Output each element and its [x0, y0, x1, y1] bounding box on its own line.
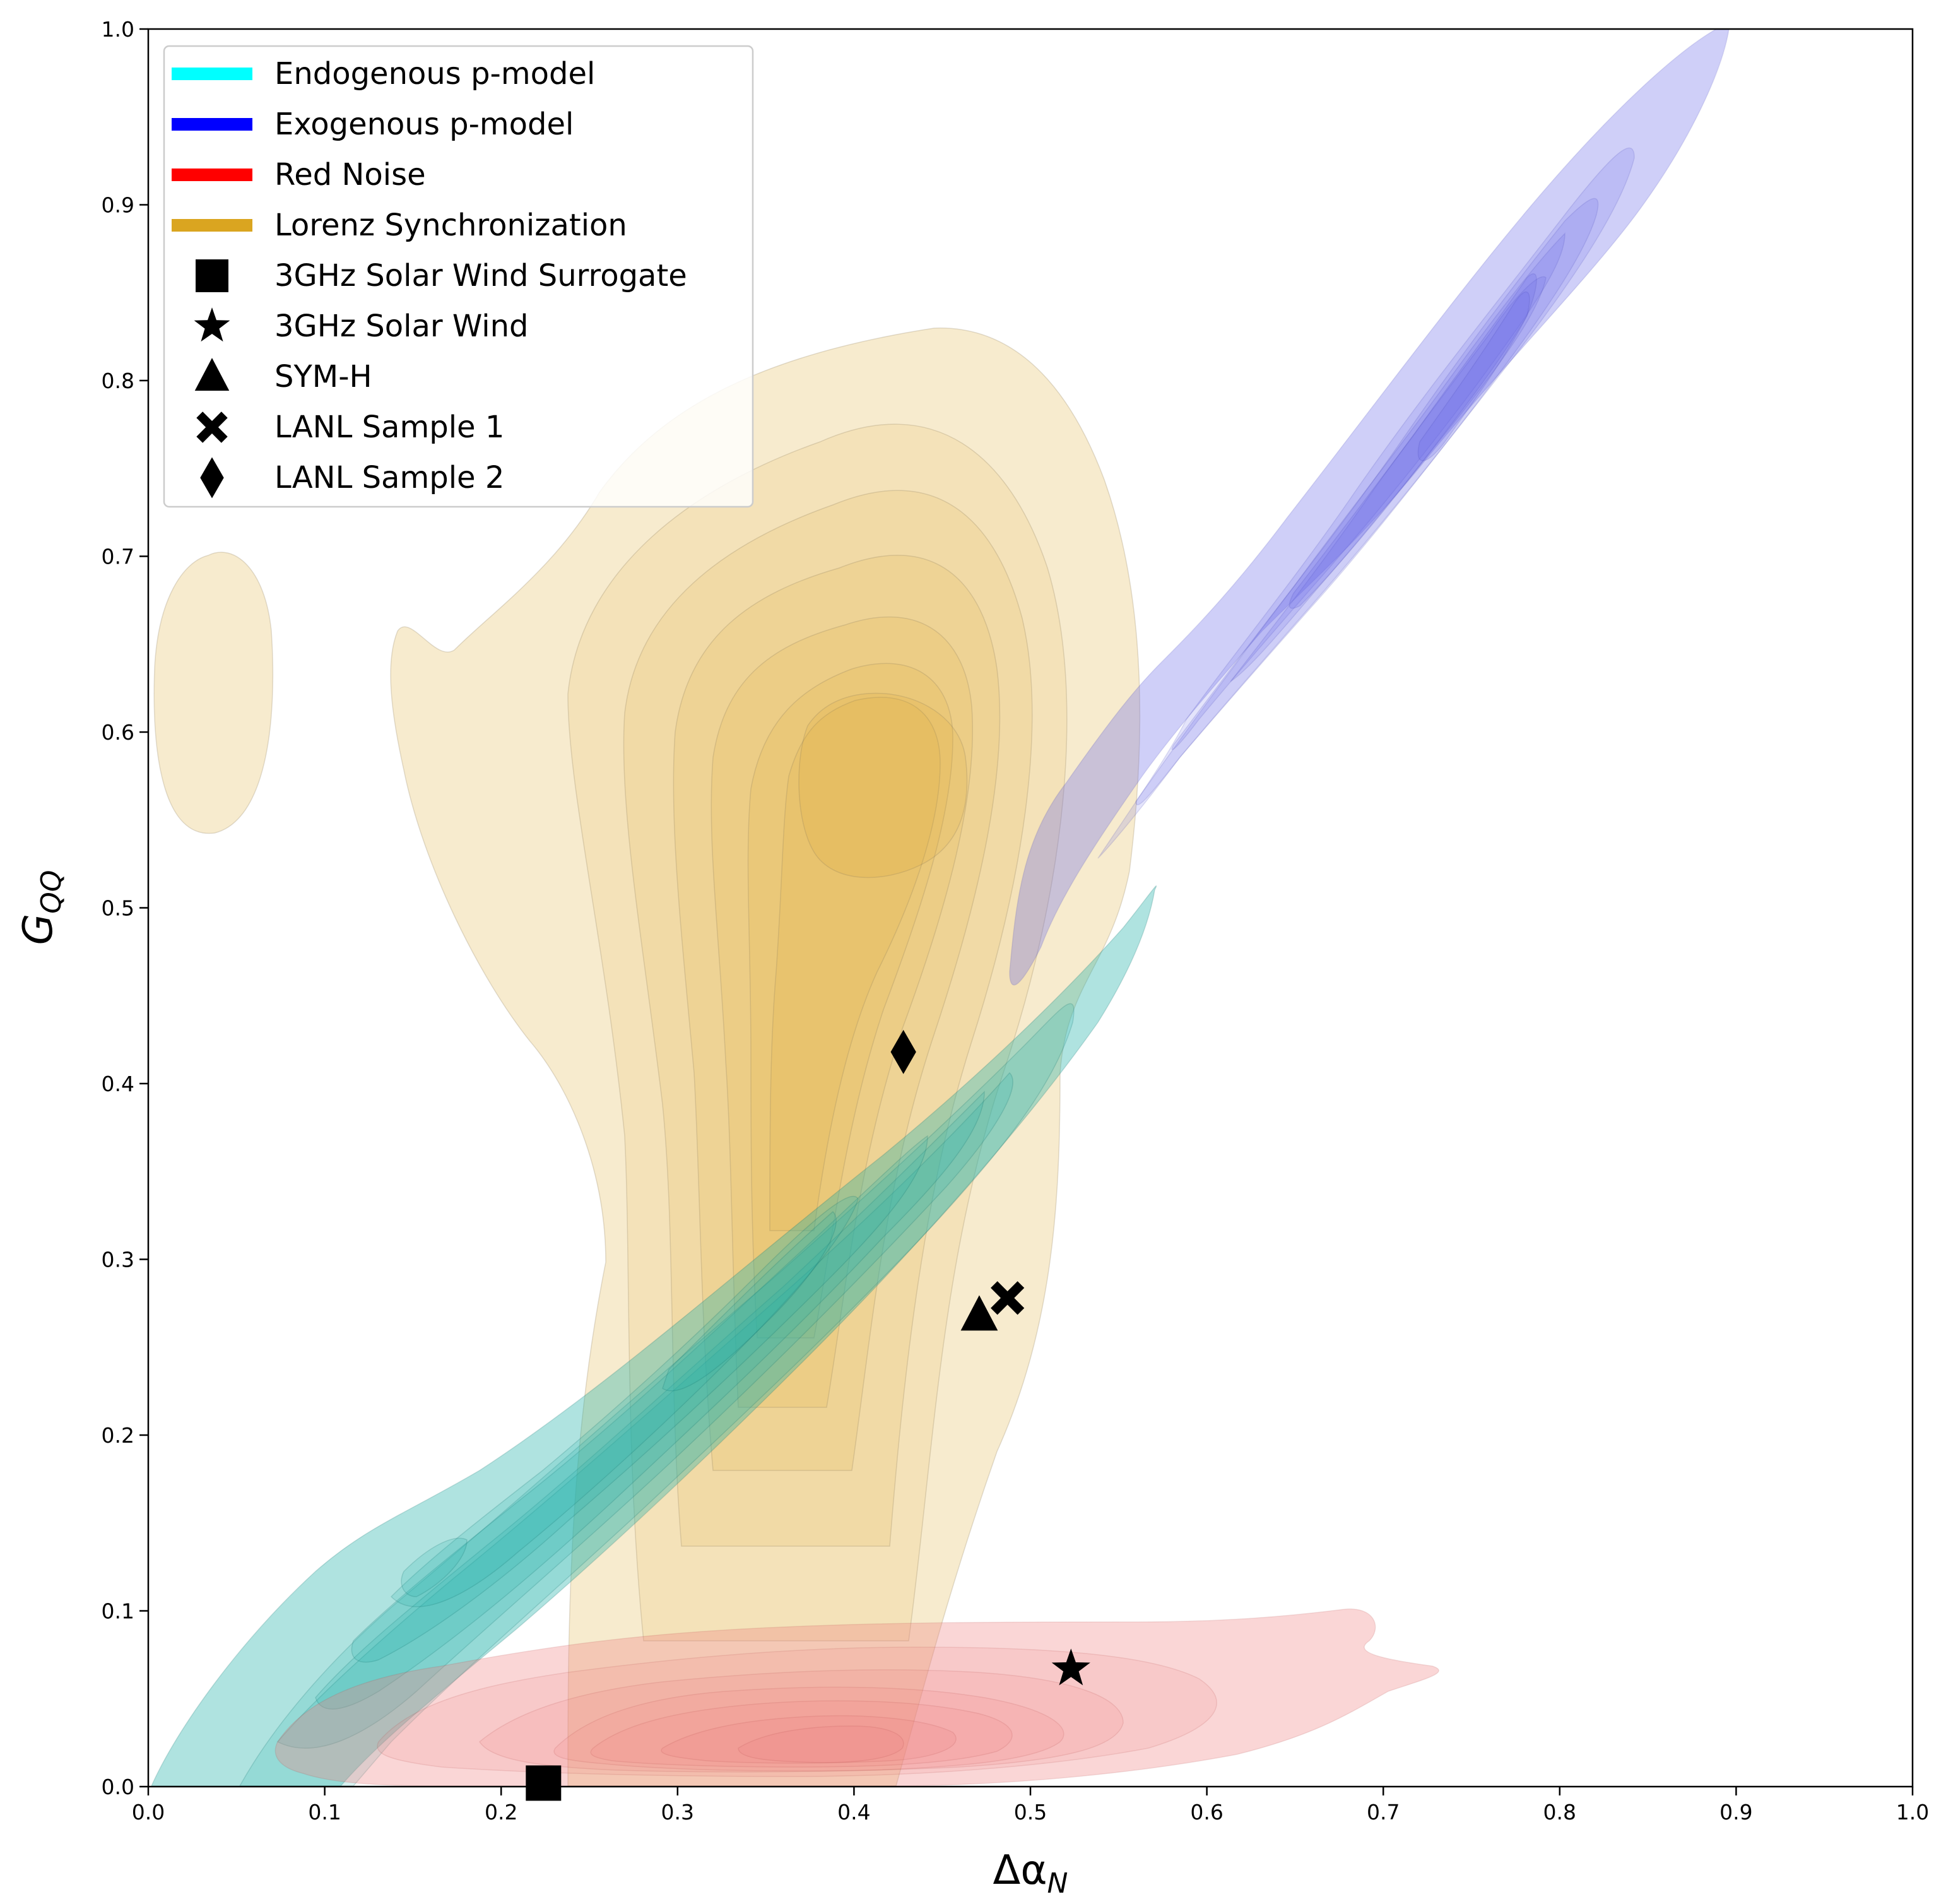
point-3ghz-solar-wind-surrogate — [526, 1765, 562, 1801]
legend-label-lanl-sample-2: LANL Sample 2 — [274, 460, 504, 495]
legend-marker-3ghz-solar-wind-surrogate — [196, 259, 228, 292]
point-lanl-sample-2 — [890, 1029, 916, 1074]
x-tick-label: 0.2 — [485, 1800, 517, 1824]
y-axis-title: GQQ — [15, 870, 68, 945]
y-tick-label: 0.3 — [102, 1248, 134, 1272]
legend-label-endogenous-p-model: Endogenous p-model — [274, 56, 595, 92]
legend-marker-3ghz-solar-wind — [194, 307, 230, 342]
x-tick-label: 0.9 — [1719, 1800, 1752, 1824]
legend-marker-sym-h — [194, 358, 230, 391]
density-endogenous-p-model — [150, 885, 1157, 1787]
y-tick-label: 0.0 — [102, 1775, 134, 1799]
x-tick-label: 0.5 — [1014, 1800, 1047, 1824]
y-tick-label: 0.9 — [102, 193, 134, 218]
legend-label-3ghz-solar-wind: 3GHz Solar Wind — [274, 309, 529, 344]
legend-swatch-red-noise — [172, 169, 252, 181]
legend-swatch-lorenz-synchronization — [172, 219, 252, 232]
x-tick-label: 0.8 — [1543, 1800, 1576, 1824]
legend-label-lorenz-synchronization: Lorenz Synchronization — [274, 208, 627, 243]
x-tick-label: 0.7 — [1367, 1800, 1400, 1824]
density-regions — [150, 29, 1730, 1787]
legend-label-lanl-sample-1: LANL Sample 1 — [274, 410, 504, 445]
density-exogenous-p-model — [1009, 29, 1730, 986]
x-tick-label: 0.0 — [132, 1800, 165, 1824]
legend-label-3ghz-solar-wind-surrogate: 3GHz Solar Wind Surrogate — [274, 258, 687, 293]
y-tick-label: 0.2 — [102, 1423, 134, 1448]
legend-label-exogenous-p-model: Exogenous p-model — [274, 107, 574, 142]
point-sym-h — [960, 1295, 998, 1331]
legend-swatch-exogenous-p-model — [172, 118, 252, 131]
x-axis-title: ΔαN — [993, 1847, 1068, 1900]
point-3ghz-solar-wind — [1051, 1648, 1090, 1686]
y-tick-label: 1.0 — [102, 17, 134, 42]
legend-swatch-endogenous-p-model — [172, 68, 252, 80]
data-points — [526, 1029, 1090, 1801]
point-lanl-sample-1 — [991, 1281, 1025, 1315]
density-lorenz-synchronization — [153, 328, 1141, 1787]
legend-marker-lanl-sample-2 — [200, 457, 224, 499]
y-tick-label: 0.5 — [102, 896, 134, 921]
legend-label-red-noise: Red Noise — [274, 157, 426, 192]
y-tick-label: 0.4 — [102, 1072, 134, 1096]
y-tick-label: 0.7 — [102, 545, 134, 569]
y-tick-label: 0.1 — [102, 1599, 134, 1624]
legend-marker-lanl-sample-1 — [196, 411, 228, 443]
y-tick-label: 0.8 — [102, 369, 134, 393]
x-tick-label: 0.4 — [837, 1800, 870, 1824]
legend-label-sym-h: SYM-H — [274, 359, 372, 394]
x-tick-label: 0.1 — [308, 1800, 341, 1824]
y-axis-ticks: 0.0 0.1 0.2 0.3 0.4 0.5 0.6 0.7 0.8 0.9 1.0 — [102, 17, 148, 1799]
legend-box — [163, 45, 754, 508]
density-red-noise — [274, 1608, 1439, 1787]
x-tick-label: 0.3 — [661, 1800, 694, 1824]
y-tick-label: 0.6 — [102, 720, 134, 745]
x-axis-ticks: 0.0 0.1 0.2 0.3 0.4 0.5 0.6 0.7 0.8 0.9 1.0 — [132, 1787, 1929, 1824]
legend: Endogenous p-model Exogenous p-model Red N… — [163, 45, 754, 508]
x-tick-label: 1.0 — [1896, 1800, 1929, 1824]
x-tick-label: 0.6 — [1190, 1800, 1223, 1824]
